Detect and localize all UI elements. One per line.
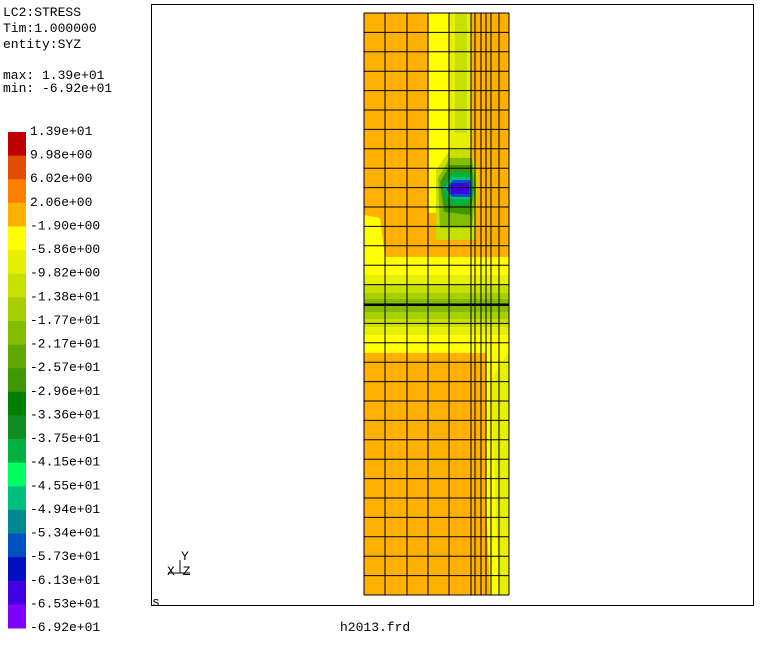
legend-swatch [8, 486, 26, 511]
legend-swatch [8, 226, 26, 251]
legend-swatch [8, 368, 26, 393]
legend-label: -5.73e+01 [30, 549, 100, 564]
legend-label: -2.96e+01 [30, 384, 100, 399]
legend-label: -1.77e+01 [30, 313, 100, 328]
mesh-lines [363, 12, 510, 596]
legend-label: -6.53e+01 [30, 596, 100, 611]
contour-band [364, 215, 385, 257]
legend-label: 1.39e+01 [30, 124, 93, 139]
legend-label: -4.15e+01 [30, 455, 100, 470]
corner-label: s [152, 595, 160, 610]
legend-label: -4.94e+01 [30, 502, 100, 517]
axis-xz-label: X Z [167, 564, 191, 579]
legend-swatch [8, 580, 26, 605]
legend-label: -3.75e+01 [30, 431, 100, 446]
legend-swatch [8, 557, 26, 582]
legend-swatch [8, 604, 26, 629]
legend-swatch [8, 533, 26, 558]
legend-swatch [8, 415, 26, 440]
legend-swatch [8, 250, 26, 275]
max-label: max: 1.39e+01 [3, 68, 105, 83]
axis-y-label: Y [181, 549, 189, 564]
legend-label: -6.92e+01 [30, 620, 100, 635]
min-label: min: -6.92e+01 [3, 81, 112, 96]
legend-label: -9.82e+00 [30, 266, 100, 281]
legend: 1.39e+01 9.98e+00 6.02e+00 2.06e+00 -1.90e+0… [8, 124, 100, 635]
legend-swatch [8, 132, 26, 157]
mesh-model [363, 12, 510, 596]
legend-swatch [8, 179, 26, 204]
legend-label: -5.86e+00 [30, 242, 100, 257]
legend-label: 6.02e+00 [30, 171, 92, 186]
legend-label: 9.98e+00 [30, 148, 92, 163]
legend-swatch [8, 391, 26, 416]
header-line: entity:SYZ [3, 37, 81, 52]
contour-band [455, 13, 467, 133]
legend-swatch [8, 509, 26, 535]
header-line: Tim:1.000000 [3, 21, 97, 36]
legend-swatch [8, 273, 26, 298]
legend-label: -6.13e+01 [30, 573, 100, 588]
legend-swatch [8, 439, 26, 464]
legend-label: -4.55e+01 [30, 478, 100, 493]
legend-label: -1.38e+01 [30, 289, 100, 304]
legend-swatch [8, 155, 26, 180]
legend-swatch [8, 344, 26, 369]
legend-swatch [8, 462, 26, 487]
legend-label: -2.57e+01 [30, 360, 100, 375]
legend-swatch [8, 320, 26, 346]
legend-label: -2.17e+01 [30, 337, 100, 352]
header-line: LC2:STRESS [3, 5, 81, 20]
legend-swatch [8, 297, 26, 322]
legend-label: -3.36e+01 [30, 407, 100, 422]
viewport-frame [151, 4, 754, 606]
file-name: h2013.frd [340, 620, 410, 635]
legend-label: -5.34e+01 [30, 526, 100, 541]
contour-blob [451, 183, 469, 194]
legend-label: -1.90e+00 [30, 218, 100, 233]
legend-label: 2.06e+00 [30, 195, 92, 210]
contour-band [491, 350, 509, 595]
legend-swatch [8, 202, 26, 227]
